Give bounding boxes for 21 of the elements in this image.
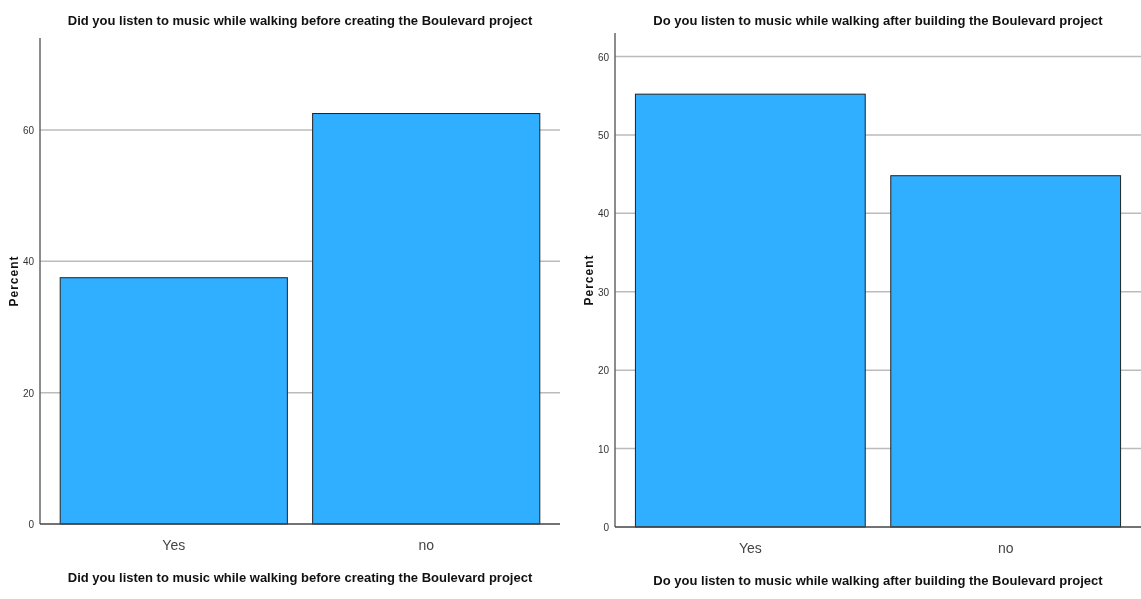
y-tick-label: 20 <box>22 387 35 399</box>
y-tick-label: 40 <box>597 208 610 220</box>
x-axis-title: Do you listen to music while walking after building the Boulevard project <box>653 573 1104 588</box>
x-tick-label: Yes <box>738 540 762 556</box>
y-tick-label: 60 <box>597 51 610 63</box>
x-tick-label: Yes <box>162 537 186 553</box>
y-tick-label: 60 <box>22 124 35 136</box>
chart-title: Did you listen to music while walking before creating the Boulevard project <box>67 13 533 28</box>
x-tick-label: no <box>418 537 435 553</box>
y-axis-title: Percent <box>7 255 21 307</box>
y-tick-label: 50 <box>597 129 610 141</box>
y-tick-label: 30 <box>597 286 610 298</box>
y-tick-label: 0 <box>28 519 35 530</box>
y-tick-label: 10 <box>597 443 610 455</box>
y-tick-label: 0 <box>603 522 610 533</box>
x-tick-label: no <box>997 540 1014 556</box>
x-axis-title: Did you listen to music while walking before creating the Boulevard project <box>67 570 533 585</box>
y-tick-label: 40 <box>22 256 35 268</box>
y-axis-title: Percent <box>582 254 596 306</box>
y-tick-label: 20 <box>597 365 610 377</box>
chart-title: Do you listen to music while walking after building the Boulevard project <box>653 13 1104 28</box>
